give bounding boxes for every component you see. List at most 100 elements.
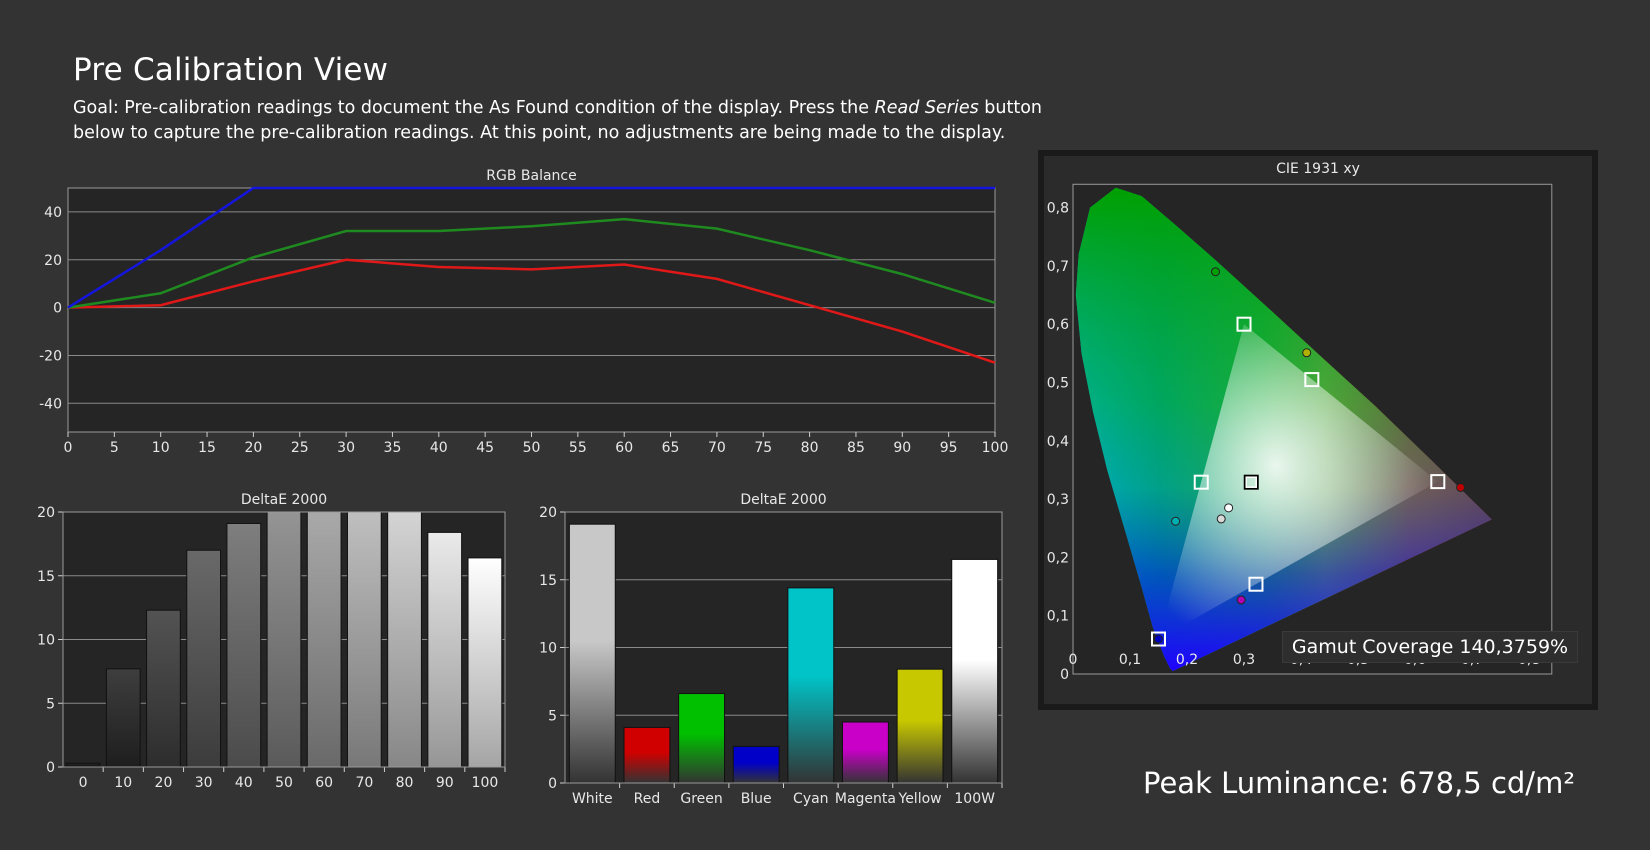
y-tick-label: 10	[539, 641, 557, 657]
x-tick-label: 90	[436, 775, 454, 791]
y-tick-label: 15	[539, 573, 557, 589]
measured-w100	[1224, 503, 1234, 513]
x-tick-label: Magenta	[835, 791, 896, 807]
bar-10	[105, 668, 141, 768]
x-tick-label: 10	[152, 440, 170, 456]
x-tick-label: 45	[476, 440, 494, 456]
plot-border	[62, 511, 506, 768]
chart-title: RGB Balance	[486, 168, 576, 184]
y-tick-label: 5	[46, 696, 55, 712]
x-tick-label: 70	[708, 440, 726, 456]
plot-border	[564, 511, 1003, 784]
y-tick-label: 40	[44, 205, 62, 221]
x-tick-label: 0	[1069, 652, 1078, 668]
bar-80	[387, 511, 422, 768]
x-tick-label: 0	[64, 440, 73, 456]
bar-cyan	[787, 587, 835, 784]
measured-r	[1456, 482, 1466, 492]
bar-90	[427, 531, 463, 768]
y-tick-label: 20	[539, 505, 557, 521]
measured-m	[1236, 595, 1246, 605]
read-series-emphasis: Read Series	[874, 98, 979, 118]
measured-g	[1211, 267, 1220, 277]
gamut-coverage-readout: Gamut Coverage 140,3759%	[1282, 631, 1578, 663]
color-deltae-chart: DeltaE 2000 20 15 10 5 0 White Red Green Blue Cyan…	[539, 492, 1003, 807]
x-tick-label: Yellow	[898, 791, 942, 807]
bar-yellow	[896, 668, 944, 784]
x-tick-label: 100W	[954, 791, 995, 807]
y-tick-label: 0	[53, 301, 62, 317]
bar-100w	[951, 558, 999, 784]
x-tick-label: 50	[523, 440, 541, 456]
y-tick-label: 0,4	[1047, 434, 1069, 450]
x-tick-label: 40	[235, 775, 253, 791]
x-tick-label: 10	[114, 775, 132, 791]
red-series-line	[67, 258, 996, 364]
goal-description: Goal: Pre-calibration readings to docume…	[73, 96, 1093, 146]
x-tick-label: 50	[275, 775, 293, 791]
x-tick-label: 5	[110, 440, 119, 456]
target-w-inner	[1245, 476, 1257, 488]
y-tick-label: 0,8	[1047, 201, 1069, 217]
target-w	[1243, 474, 1259, 490]
bar-green	[678, 693, 726, 784]
x-tick-label: 100	[982, 440, 1009, 456]
x-tick-label: 20	[244, 440, 262, 456]
x-tick-label: 60	[315, 775, 333, 791]
measured-b	[1154, 634, 1163, 644]
peak-luminance-readout: Peak Luminance: 678,5 cd/m²	[1143, 766, 1575, 800]
y-tick-label: 15	[37, 569, 55, 585]
bar-100	[467, 557, 503, 768]
x-tick-label: 100	[472, 775, 499, 791]
bar-magenta	[841, 721, 889, 784]
target-r	[1430, 474, 1446, 490]
y-tick-label: 0,7	[1047, 259, 1069, 275]
y-tick-label: 0,6	[1047, 317, 1069, 333]
y-tick-label: 0,3	[1047, 492, 1069, 508]
x-tick-label: 0,1	[1119, 652, 1141, 668]
goal-prefix: Goal: Pre-calibration readings to docume…	[73, 98, 875, 118]
y-tick-label: 0	[548, 776, 557, 792]
x-tick-label: 90	[893, 440, 911, 456]
x-tick-label: 0,3	[1233, 652, 1255, 668]
x-tick-label: 40	[430, 440, 448, 456]
x-tick-label: 65	[662, 440, 680, 456]
x-tick-label: 95	[940, 440, 958, 456]
bar-0	[65, 762, 101, 768]
bar-50	[266, 511, 302, 768]
measured-c	[1171, 516, 1181, 526]
x-tick-label: 30	[195, 775, 213, 791]
green-series-line	[67, 217, 996, 309]
bar-40	[226, 522, 262, 768]
y-tick-label: 10	[37, 633, 55, 649]
x-tick-label: White	[572, 791, 613, 807]
bar-30	[186, 549, 222, 768]
bar-white	[568, 523, 616, 784]
target-gamut-triangle	[1158, 324, 1438, 640]
y-tick-label: 0	[1060, 667, 1069, 683]
x-tick-label: 85	[847, 440, 865, 456]
x-tick-label: 25	[291, 440, 309, 456]
x-tick-label: Blue	[741, 791, 772, 807]
target-m	[1248, 576, 1264, 592]
cie-1931-chart: CIE 1931 xy00,10,20,30,40,50,60,70,80,80…	[1038, 150, 1598, 710]
y-tick-label: 20	[37, 505, 55, 521]
chart-title: DeltaE 2000	[740, 492, 826, 508]
target-c	[1193, 474, 1209, 490]
x-tick-label: 30	[337, 440, 355, 456]
bar-red	[623, 726, 671, 784]
blue-series-line	[67, 186, 995, 309]
y-tick-label: 0	[46, 760, 55, 776]
x-tick-label: Cyan	[793, 791, 829, 807]
x-tick-label: 35	[384, 440, 402, 456]
chart-title: CIE 1931 xy	[1276, 161, 1360, 177]
x-tick-label: 20	[155, 775, 173, 791]
rgb-balance-chart: RGB Balance 40 20 0 -20 -40 0 5 10 15 20 25 30 35 40 45…	[39, 168, 1009, 456]
x-tick-label: 0	[79, 775, 88, 791]
goal-suffix: button below to capture the pre-calibrat…	[73, 98, 1043, 143]
bar-blue	[732, 745, 780, 784]
x-tick-label: 60	[615, 440, 633, 456]
x-tick-label: 80	[801, 440, 819, 456]
bar-70	[346, 511, 382, 768]
x-tick-label: 15	[198, 440, 216, 456]
